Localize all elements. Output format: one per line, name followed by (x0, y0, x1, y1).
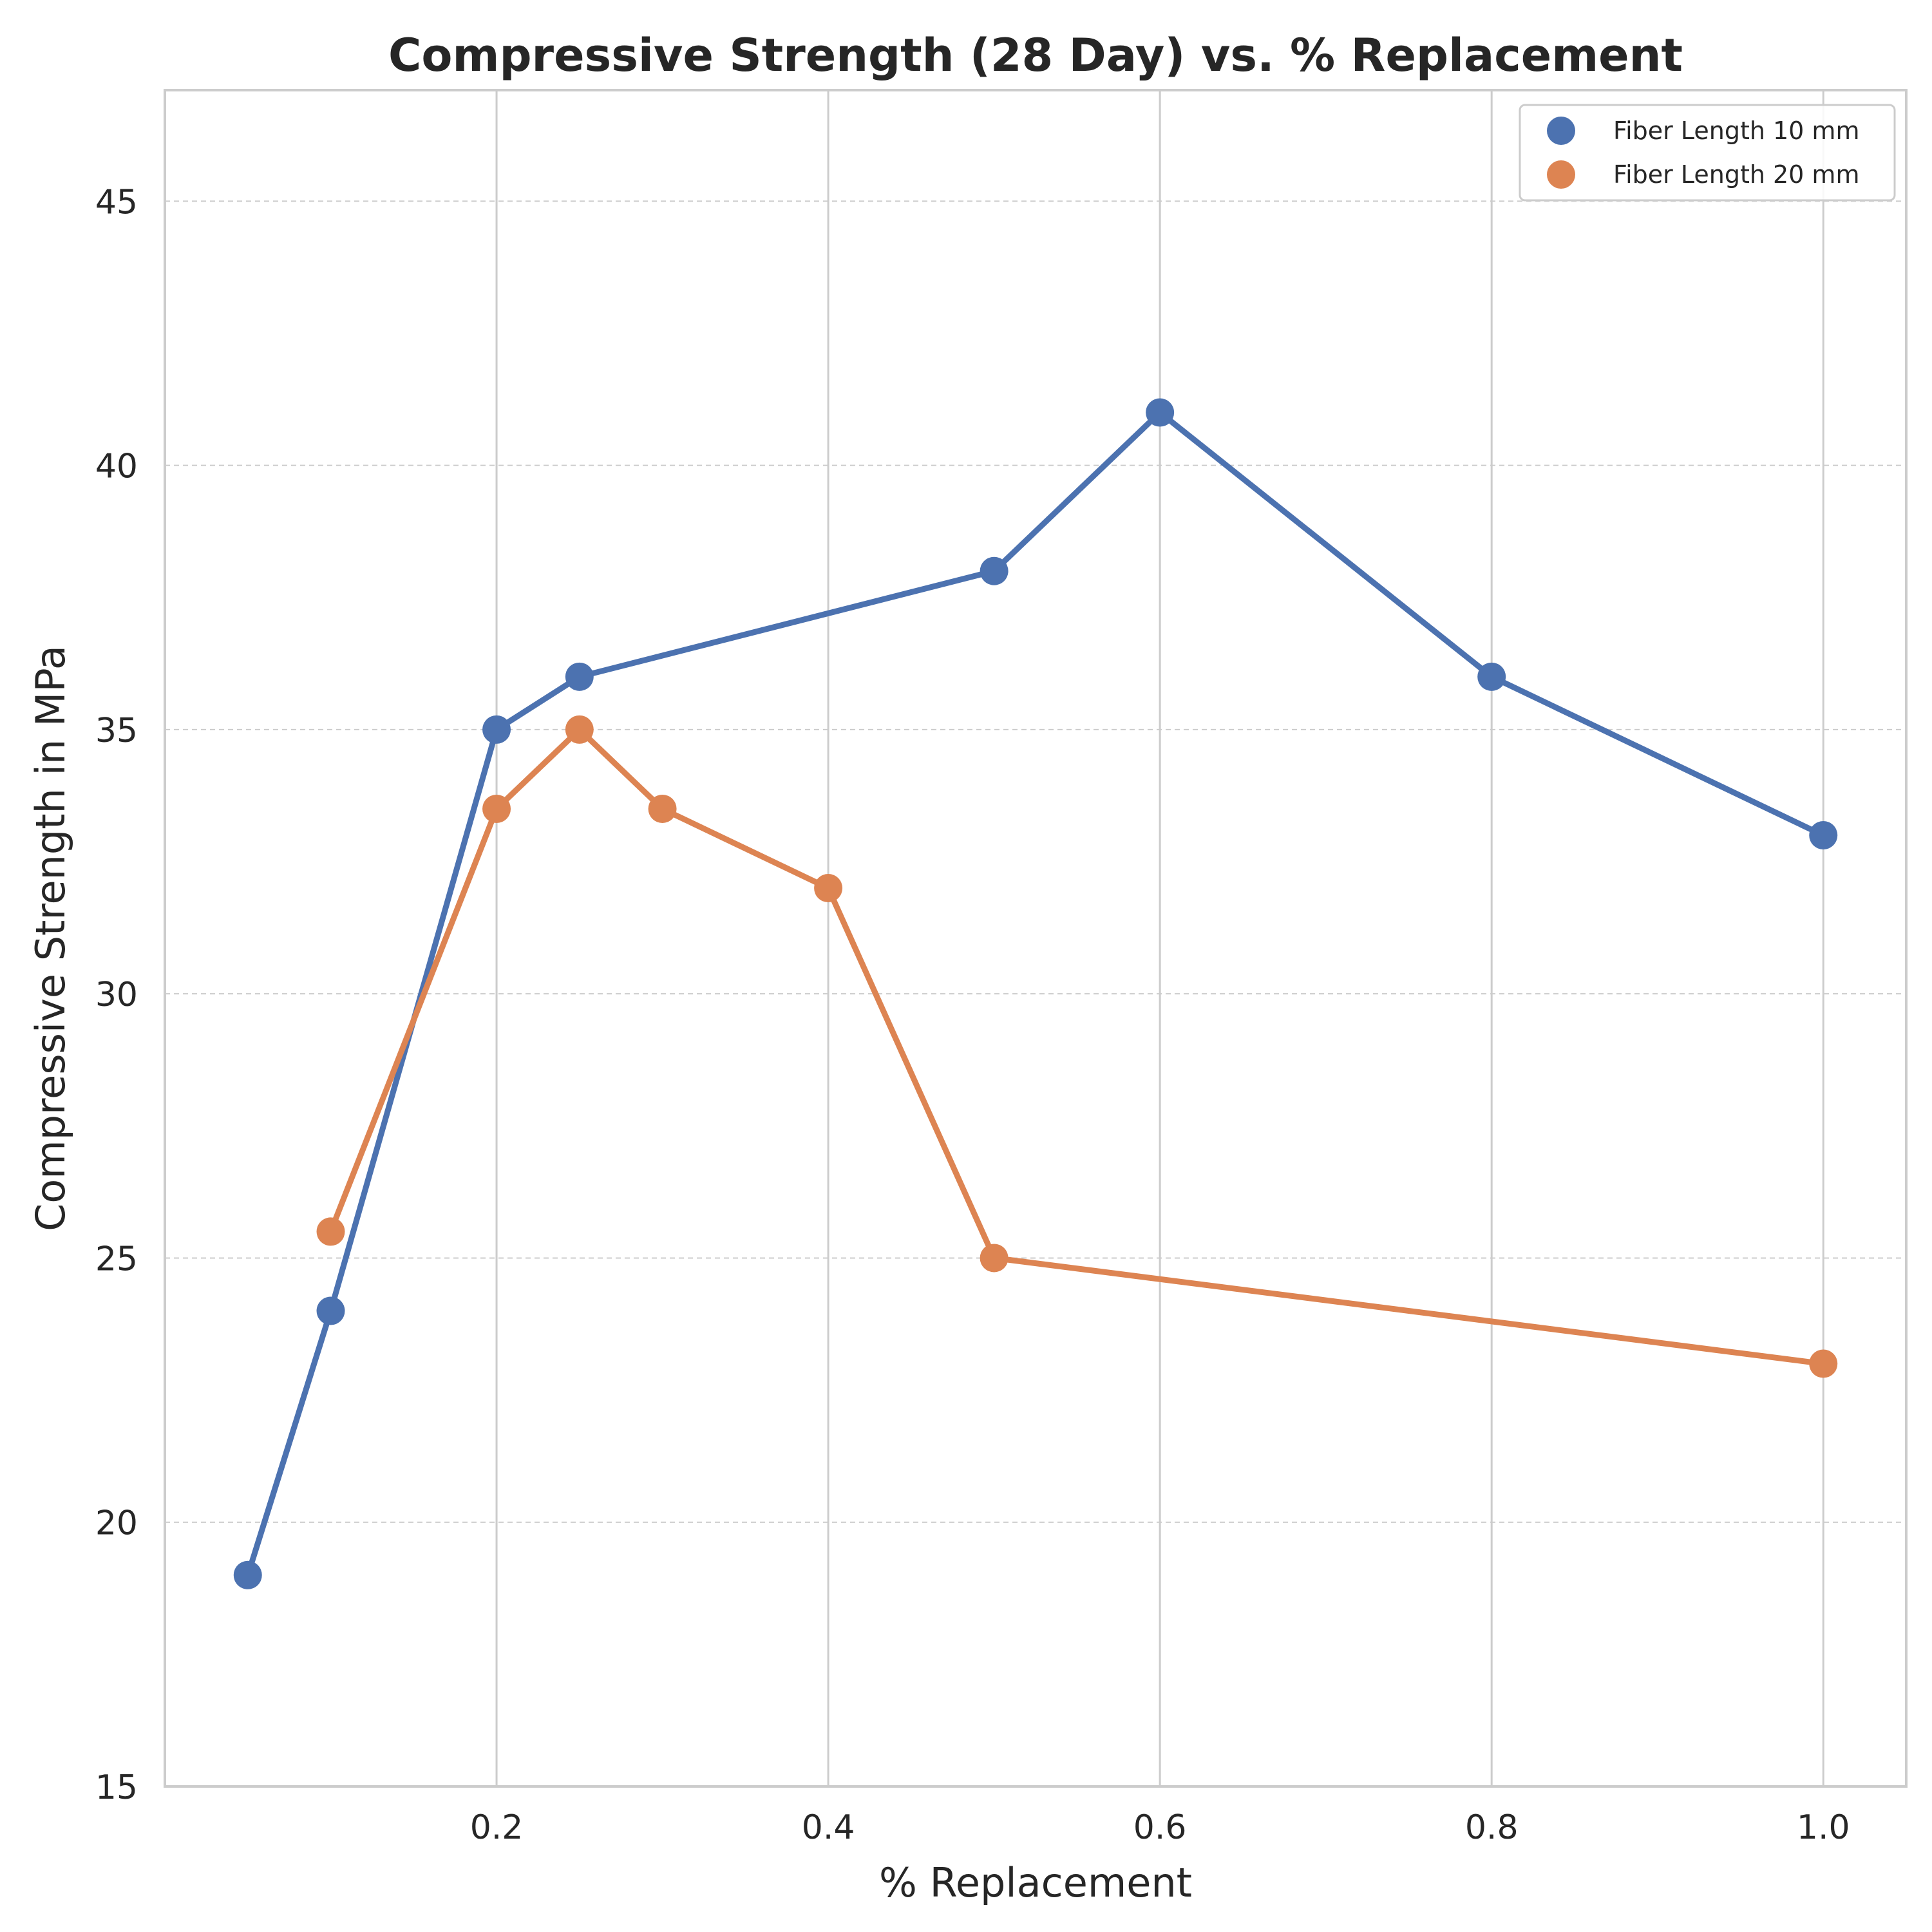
data-point (233, 1560, 262, 1589)
legend-label: Fiber Length 10 mm (1613, 117, 1859, 145)
data-point (565, 715, 594, 744)
data-point (1809, 1349, 1838, 1378)
series-2 (316, 715, 1838, 1378)
series-line (245, 410, 1826, 1578)
x-tick-label: 0.2 (470, 1808, 524, 1847)
data-point (1146, 398, 1175, 427)
y-tick-label: 45 (95, 183, 138, 222)
legend-item: Fiber Length 20 mm (1547, 160, 1859, 189)
y-tick-label: 35 (95, 712, 138, 750)
data-point (1477, 662, 1506, 691)
x-tick-label: 0.4 (802, 1808, 855, 1847)
data-point (1809, 820, 1838, 849)
legend-box (1519, 104, 1896, 202)
legend: Fiber Length 10 mm Fiber Length 20 mm (1519, 104, 1896, 202)
legend-label: Fiber Length 20 mm (1613, 160, 1859, 189)
chart-title: Compressive Strength (28 Day) vs. % Repl… (388, 29, 1683, 82)
y-tick-label: 20 (95, 1504, 138, 1543)
plot-frame (164, 89, 1908, 1788)
y-tick-label: 30 (95, 976, 138, 1014)
data-point (814, 874, 843, 903)
data-point (648, 794, 677, 823)
tick-layer: 0.2 0.4 0.6 0.8 1.0 15 20 25 30 35 40 45 (95, 183, 1850, 1847)
data-point (316, 1217, 345, 1246)
y-tick-label: 25 (95, 1240, 138, 1278)
data-point (980, 1244, 1009, 1273)
series-layer (233, 398, 1838, 1589)
y-axis-label: Compressive Strength in MPa (27, 645, 74, 1231)
x-tick-label: 0.6 (1133, 1808, 1187, 1847)
data-point (316, 1296, 345, 1325)
legend-marker (1547, 117, 1575, 145)
x-tick-label: 1.0 (1797, 1808, 1850, 1847)
series-line (328, 726, 1826, 1367)
y-tick-label: 40 (95, 448, 138, 486)
x-axis-label: % Replacement (879, 1859, 1192, 1906)
data-point (565, 662, 594, 691)
series-1 (233, 398, 1838, 1589)
data-point (482, 715, 511, 744)
data-point (482, 794, 511, 823)
x-tick-label: 0.8 (1465, 1808, 1519, 1847)
grid-layer (165, 90, 1906, 1786)
legend-marker (1547, 160, 1575, 189)
legend-item: Fiber Length 10 mm (1547, 117, 1859, 145)
y-tick-label: 15 (95, 1768, 138, 1807)
data-point (980, 556, 1009, 585)
